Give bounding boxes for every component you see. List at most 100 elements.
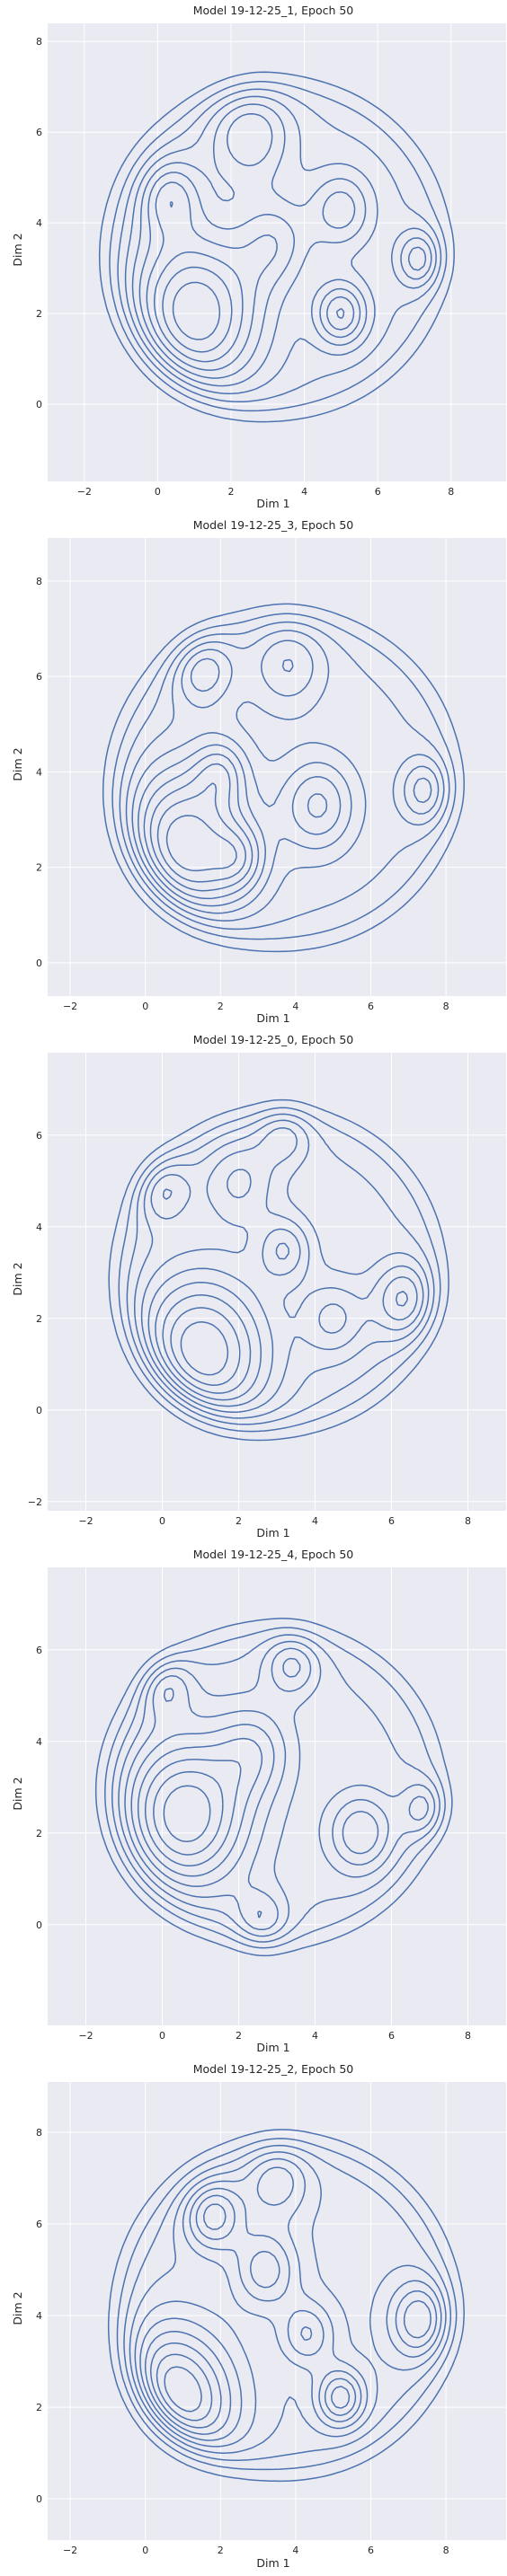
x-tick-label: 8 [443, 2545, 449, 2556]
y-tick-label: 4 [36, 217, 42, 229]
contour-level-2 [109, 81, 448, 412]
contour-level-5 [124, 1647, 429, 1931]
x-tick-label: −2 [78, 1515, 93, 1527]
x-axis-label: Dim 1 [256, 1011, 289, 1025]
y-tick-label: 4 [36, 1222, 42, 1233]
chart-3-svg: Model 19-12-25_0, Epoch 50 −2 0 2 4 6 8 −2 0 2 4… [11, 1033, 506, 1539]
density-contours [98, 71, 455, 423]
x-tick-label: 8 [448, 486, 454, 498]
contour-level-9 [153, 1770, 224, 1856]
y-tick-label: 0 [36, 2493, 42, 2505]
contour-level-10 [164, 2366, 202, 2413]
x-tick-label: −2 [78, 2030, 93, 2042]
contour-level-3 [111, 1634, 440, 1943]
plot-area [48, 2082, 506, 2540]
x-tick-label: 4 [292, 1001, 298, 1012]
y-tick-label: 6 [36, 1645, 42, 1656]
chart-title: Model 19-12-25_1, Epoch 50 [193, 4, 354, 17]
contour-level-4 [125, 630, 445, 922]
contour-level-1 [98, 71, 455, 423]
y-axis-label: Dim 2 [11, 747, 24, 781]
y-tick-label: 8 [36, 576, 42, 587]
y-tick-label: 2 [36, 1313, 42, 1325]
x-axis-label: Dim 1 [256, 1526, 289, 1539]
x-tick-label: 4 [301, 486, 307, 498]
gridlines [48, 1053, 506, 1511]
contour-level-8 [149, 763, 254, 892]
x-tick-label: 4 [312, 1515, 318, 1527]
x-tick-labels: −2 0 2 4 6 8 [77, 486, 455, 498]
x-tick-label: 0 [155, 486, 161, 498]
x-tick-labels: −2 0 2 4 6 8 [78, 2030, 471, 2042]
x-tick-label: 0 [142, 2545, 148, 2556]
contour-level-8 [162, 1294, 252, 1394]
contour-level-9 [170, 1307, 241, 1386]
contour-level-4 [118, 1640, 436, 1937]
x-tick-label: 6 [375, 486, 381, 498]
y-tick-label: 6 [36, 1130, 42, 1142]
contour-level-9 [162, 266, 233, 353]
contour-level-7 [143, 753, 328, 900]
contour-level-5 [140, 1127, 424, 1413]
contour-level-3 [123, 2144, 452, 2461]
x-tick-label: −2 [63, 1001, 77, 1012]
x-tick-label: 6 [368, 1001, 374, 1012]
chart-title: Model 19-12-25_4, Epoch 50 [193, 1548, 354, 1561]
contour-level-2 [116, 2138, 458, 2471]
contour-level-9 [156, 2353, 213, 2422]
x-tick-labels: −2 0 2 4 6 8 [63, 1001, 449, 1012]
x-tick-label: 6 [368, 2545, 374, 2556]
chart-5-svg: Model 19-12-25_2, Epoch 50 −2 0 2 4 6 8 0 2 4 6 8… [11, 2062, 506, 2570]
y-tick-labels: 0 2 4 6 8 [36, 36, 42, 410]
y-tick-label: 4 [36, 766, 42, 778]
contour-level-6 [139, 2166, 438, 2441]
chart-panel-2: Model 19-12-25_3, Epoch 50 −2 0 2 4 6 8 0 2 4 6 8… [0, 515, 507, 1029]
chart-panel-3: Model 19-12-25_0, Epoch 50 −2 0 2 4 6 8 −2 0 2 4… [0, 1029, 507, 1544]
y-tick-label: 2 [36, 862, 42, 874]
x-tick-label: −2 [77, 486, 92, 498]
plot-area [48, 23, 506, 481]
y-tick-labels: −2 0 2 4 6 [28, 1130, 42, 1508]
contour-level-10 [180, 1321, 229, 1376]
y-tick-label: 6 [36, 671, 42, 683]
contour-level-2 [118, 1107, 441, 1433]
contour-level-10 [165, 815, 237, 872]
x-tick-label: 6 [388, 1515, 395, 1527]
x-tick-label: 2 [236, 2030, 242, 2042]
y-tick-labels: 0 2 4 6 8 [36, 576, 42, 969]
y-axis-label: Dim 2 [11, 1262, 24, 1295]
contour-level-10 [172, 281, 221, 340]
x-tick-label: 2 [236, 1515, 242, 1527]
y-tick-labels: 0 2 4 6 [36, 1645, 42, 1931]
contour-level-2 [104, 1627, 446, 1949]
y-tick-label: 4 [36, 2310, 42, 2322]
density-contours [102, 603, 465, 953]
y-axis-label: Dim 2 [11, 2291, 24, 2325]
x-axis-label: Dim 1 [256, 2041, 289, 2054]
contour-level-3 [126, 1113, 435, 1425]
chart-title: Model 19-12-25_2, Epoch 50 [193, 2062, 354, 2076]
contour-level-6 [138, 113, 427, 379]
contour-level-7 [137, 1737, 263, 1877]
y-tick-label: 2 [36, 308, 42, 320]
density-contours [107, 2129, 465, 2483]
chart-1-svg: Model 19-12-25_1, Epoch 50 −2 0 2 4 6 8 0 2 4 6 8… [11, 4, 506, 510]
contour-level-10 [163, 1785, 211, 1843]
contour-level-8 [144, 1759, 242, 1867]
y-tick-label: 8 [36, 36, 42, 48]
contour-level-8 [153, 200, 345, 363]
contour-level-1 [107, 2129, 465, 2483]
y-tick-label: 0 [36, 399, 42, 410]
density-contours [94, 1618, 453, 1957]
contour-level-4 [129, 2151, 447, 2454]
chart-2-svg: Model 19-12-25_3, Epoch 50 −2 0 2 4 6 8 0 2 4 6 8… [11, 518, 506, 1025]
x-tick-label: 2 [228, 486, 235, 498]
gridlines [48, 538, 506, 996]
y-tick-label: −2 [28, 1496, 42, 1508]
x-tick-label: 2 [218, 2545, 224, 2556]
x-tick-label: 0 [159, 1515, 165, 1527]
x-tick-label: 2 [218, 1001, 224, 1012]
y-tick-label: 0 [36, 1919, 42, 1931]
contour-level-4 [124, 95, 437, 394]
y-tick-labels: 0 2 4 6 8 [36, 2127, 42, 2505]
